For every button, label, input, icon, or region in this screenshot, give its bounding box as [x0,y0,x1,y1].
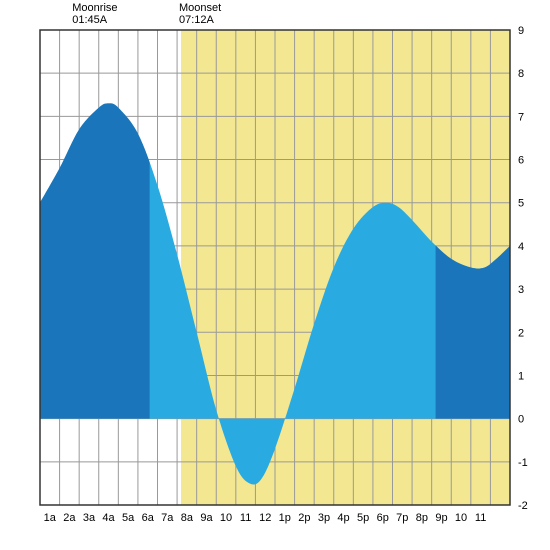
x-tick-label: 8p [416,512,428,524]
moonset-label: Moonset 07:12A [179,2,221,26]
x-tick-label: 10 [455,512,467,524]
y-tick-label: 9 [518,25,524,37]
x-tick-label: 11 [475,512,486,524]
x-tick-label: 11 [240,512,251,524]
x-tick-label: 4a [102,512,115,524]
y-tick-label: 5 [518,198,524,210]
x-tick-label: 12 [259,512,271,524]
moonrise-label: Moonrise 01:45A [72,2,117,26]
x-tick-label: 4p [337,512,349,524]
x-tick-label: 8a [181,512,194,524]
moonrise-title: Moonrise [72,2,117,14]
moonset-time: 07:12A [179,14,221,26]
y-tick-label: -2 [518,500,528,512]
x-tick-label: 6p [377,512,389,524]
y-tick-label: 2 [518,327,524,339]
y-tick-label: 3 [518,284,524,296]
x-tick-label: 7p [396,512,408,524]
x-tick-label: 10 [220,512,232,524]
x-tick-label: 3a [83,512,96,524]
x-tick-label: 1p [279,512,291,524]
x-tick-label: 5p [357,512,369,524]
x-tick-label: 5a [122,512,135,524]
x-tick-label: 9p [435,512,447,524]
tide-chart: Moonrise 01:45A Moonset 07:12A -2-101234… [0,0,550,550]
x-tick-label: 7a [161,512,174,524]
x-tick-label: 9a [200,512,213,524]
chart-svg: -2-101234567891a2a3a4a5a6a7a8a9a1011121p… [0,0,550,550]
x-tick-label: 3p [318,512,330,524]
x-tick-label: 1a [44,512,57,524]
x-tick-label: 6a [142,512,155,524]
y-tick-label: 0 [518,414,524,426]
y-tick-label: 1 [518,370,524,382]
moonrise-time: 01:45A [72,14,117,26]
y-tick-label: 4 [518,241,524,253]
moonset-title: Moonset [179,2,221,14]
y-tick-label: -1 [518,457,528,469]
y-tick-label: 8 [518,68,524,80]
y-tick-label: 6 [518,155,524,167]
x-tick-label: 2a [63,512,76,524]
x-tick-label: 2p [298,512,310,524]
y-tick-label: 7 [518,111,524,123]
